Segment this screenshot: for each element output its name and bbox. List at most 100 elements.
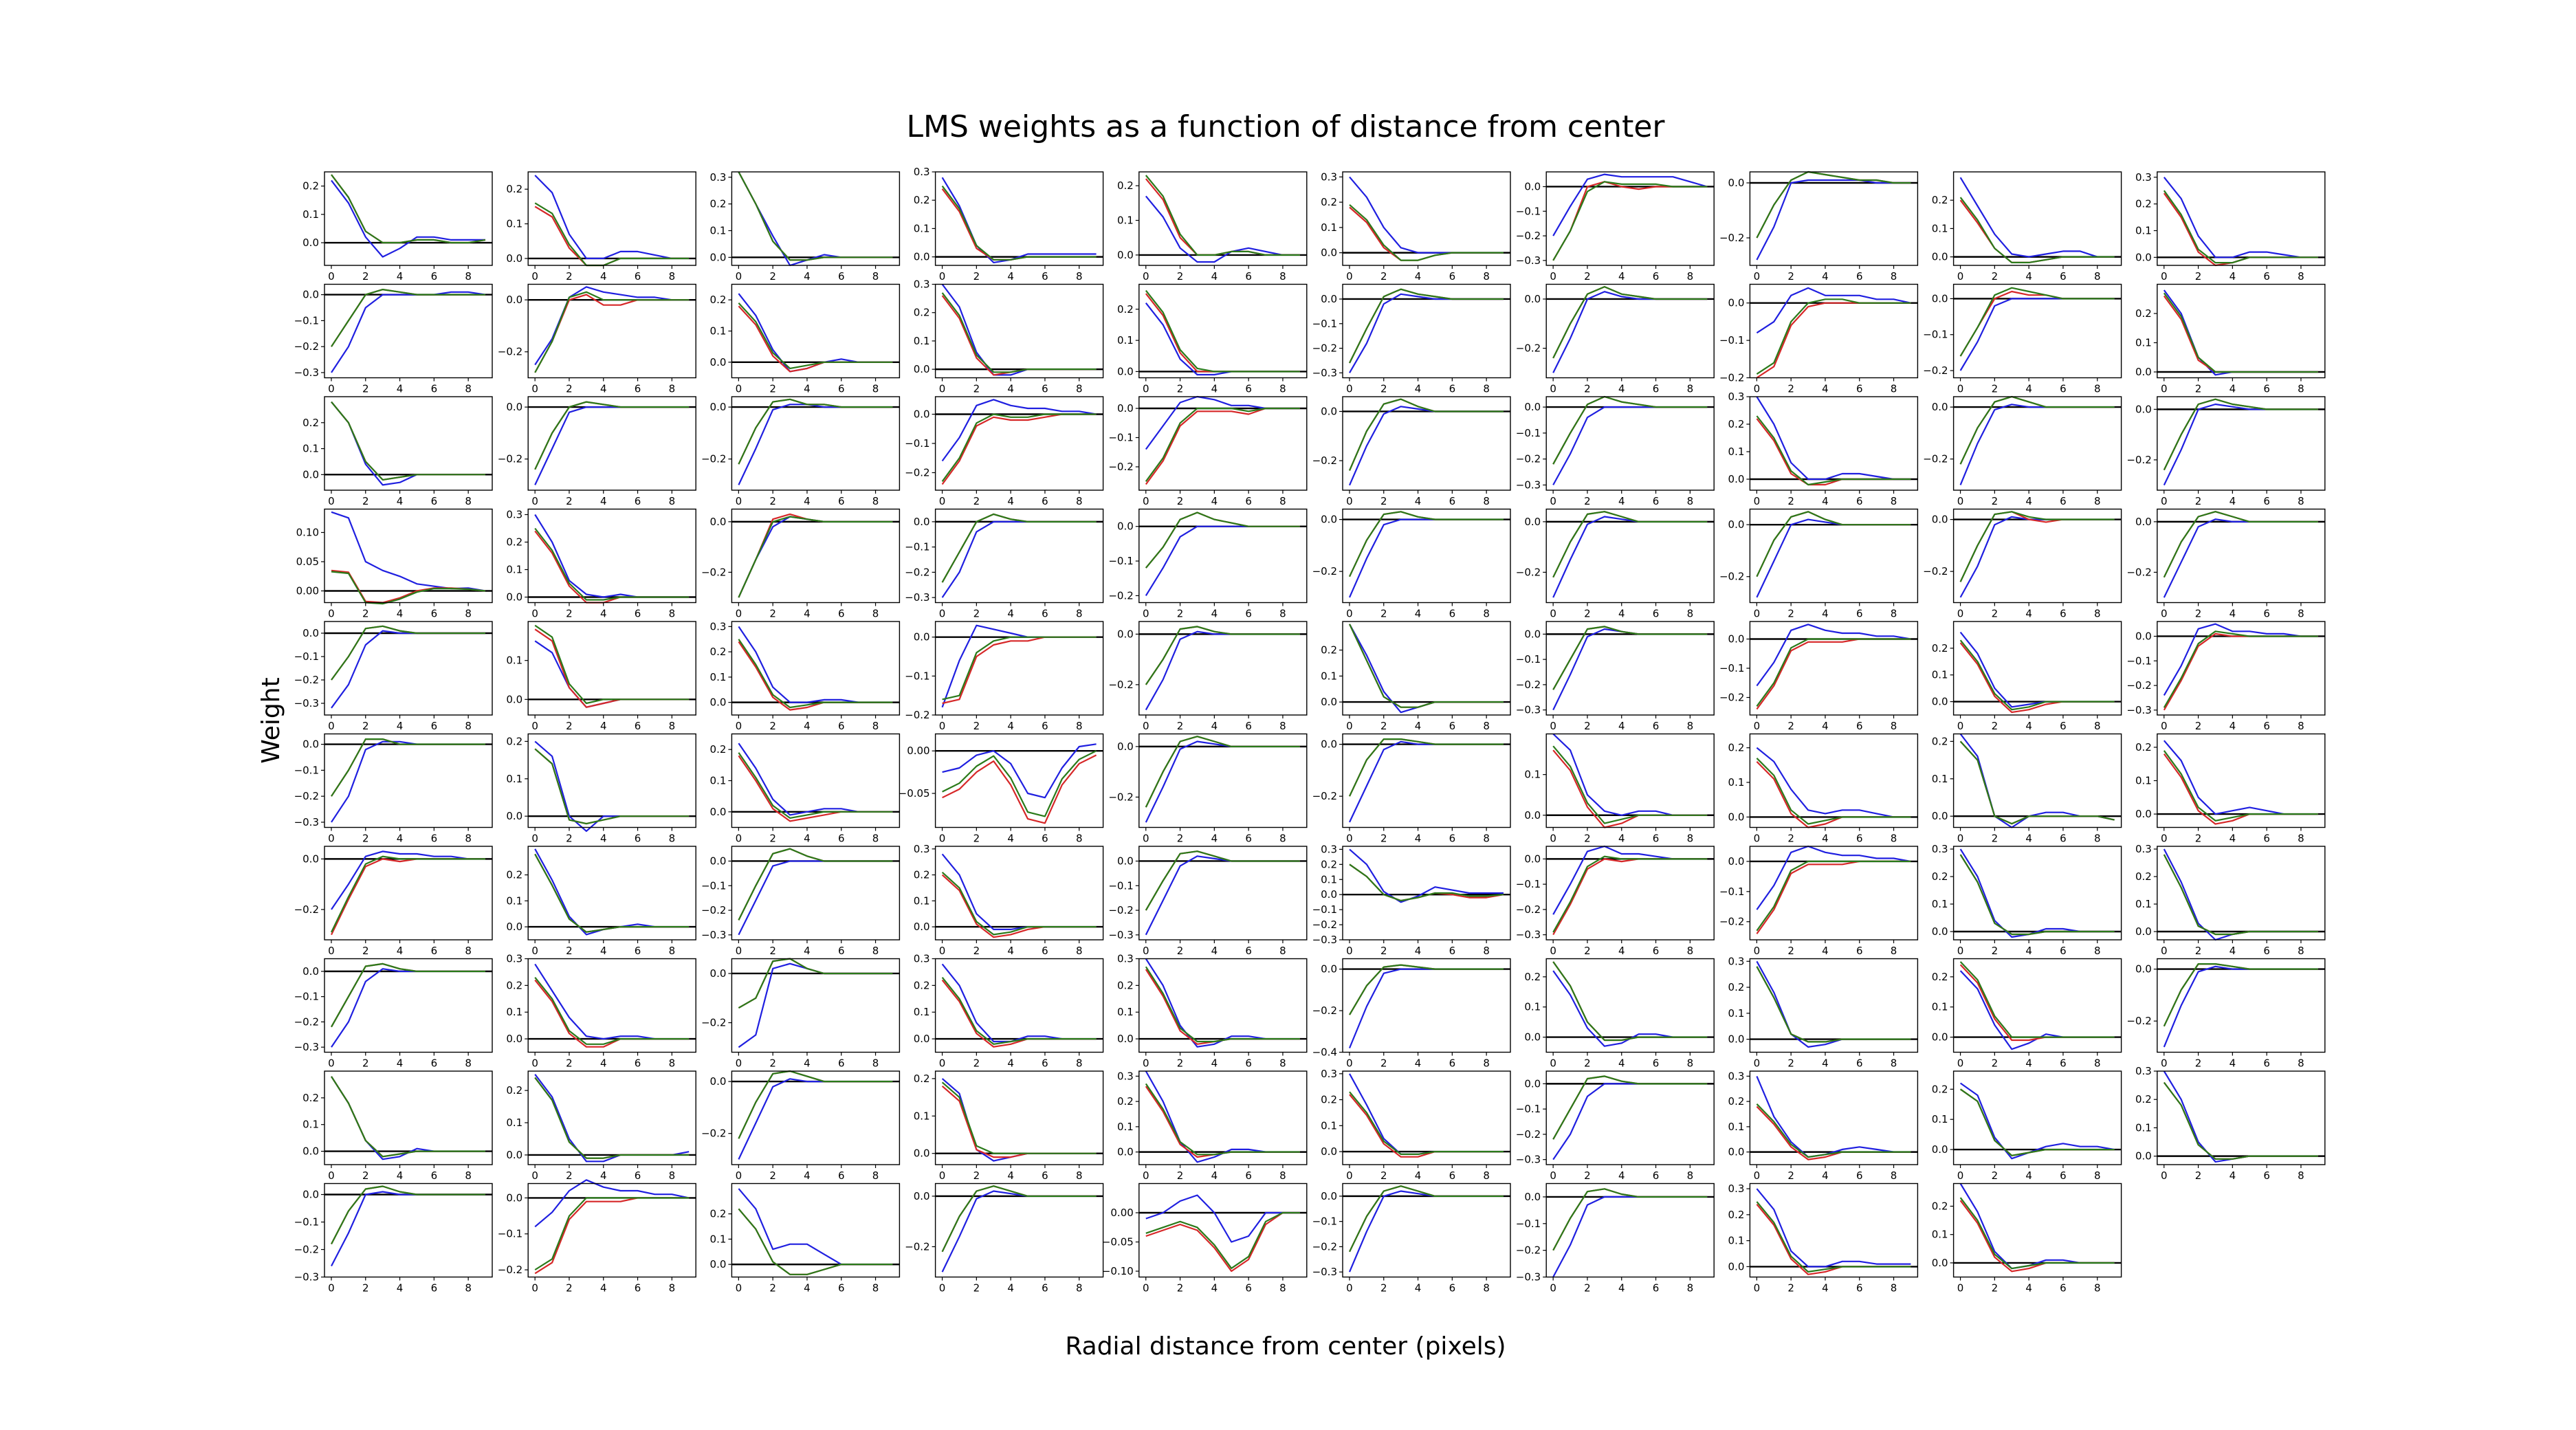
- s-cone-line: [738, 516, 893, 598]
- y-tick-label: 0.1: [914, 1110, 930, 1122]
- y-tick-label: −0.2: [1312, 565, 1337, 578]
- x-tick-label: 0: [531, 720, 538, 732]
- x-tick-label: 8: [1483, 720, 1490, 732]
- panel-frame: [324, 171, 493, 266]
- panel-frame: [1138, 733, 1308, 828]
- y-tick-label: −0.2: [1516, 342, 1541, 355]
- l-cone-line: [1349, 288, 1504, 364]
- y-tick-label: 0.0: [2135, 963, 2152, 976]
- panel-95: 0 2 4 6 8 −0.10 −0.05 0.00: [1102, 1182, 1308, 1295]
- x-tick-label: 6: [1449, 270, 1456, 283]
- x-tick-label: 2: [1584, 495, 1591, 507]
- y-tick-label: 0.0: [506, 401, 522, 413]
- x-tick-label: 8: [872, 1169, 879, 1182]
- panel-frame: [1342, 621, 1511, 716]
- m-cone-line: [1145, 289, 1300, 373]
- x-tick-label: 4: [397, 270, 404, 283]
- x-tick-label: 2: [769, 1057, 776, 1070]
- x-tick-label: 2: [566, 720, 573, 732]
- panel-30: 0 2 4 6 8 −0.2 0.0: [2126, 396, 2326, 507]
- x-tick-label: 6: [2060, 383, 2067, 395]
- panel-frame: [1952, 396, 2122, 491]
- l-cone-line: [738, 958, 893, 1009]
- s-cone-line: [1756, 179, 1911, 261]
- x-tick-label: 0: [531, 833, 538, 845]
- s-cone-line: [941, 1190, 1097, 1273]
- y-tick-label: −0.1: [905, 670, 929, 682]
- y-tick-label: 0.0: [914, 251, 930, 263]
- panel-66: 0 2 4 6 8 −0.3 −0.2 −0.1 0.0 0.1 0.2 0.3: [1312, 843, 1511, 957]
- y-tick-label: −0.1: [1312, 1216, 1337, 1228]
- x-tick-label: 8: [1891, 833, 1897, 845]
- x-tick-label: 8: [465, 270, 472, 283]
- y-tick-label: 0.2: [1932, 194, 1948, 206]
- y-tick-label: −0.3: [1108, 929, 1133, 941]
- x-tick-label: 6: [635, 270, 641, 283]
- x-tick-label: 2: [566, 383, 573, 395]
- x-tick-label: 0: [2161, 608, 2168, 620]
- panel-frame: [2157, 508, 2326, 604]
- s-cone-line: [738, 626, 893, 703]
- x-tick-label: 6: [1245, 833, 1252, 845]
- l-cone-line: [941, 513, 1097, 583]
- x-tick-label: 0: [736, 720, 742, 732]
- x-tick-label: 6: [1042, 1282, 1048, 1295]
- m-cone-line: [1959, 287, 2115, 357]
- x-tick-label: 4: [1415, 270, 1422, 283]
- panel-frame: [1952, 508, 2122, 604]
- x-tick-label: 8: [1279, 833, 1286, 845]
- y-tick-label: 0.0: [1932, 1143, 1948, 1156]
- x-tick-label: 0: [531, 270, 538, 283]
- x-tick-label: 8: [465, 1057, 472, 1070]
- x-tick-label: 0: [736, 1282, 742, 1295]
- x-tick-label: 4: [1007, 495, 1014, 507]
- x-tick-label: 4: [1211, 833, 1218, 845]
- y-tick-label: −0.1: [294, 1216, 319, 1229]
- m-cone-line: [1552, 286, 1708, 359]
- x-tick-label: 6: [431, 495, 438, 507]
- x-tick-label: 4: [804, 1169, 811, 1182]
- y-tick-label: 0.0: [1728, 811, 1745, 823]
- y-tick-label: 0.2: [1728, 418, 1745, 430]
- x-tick-label: 8: [2298, 495, 2304, 507]
- x-tick-label: 2: [1380, 945, 1387, 957]
- x-tick-label: 0: [1346, 270, 1353, 283]
- x-tick-label: 4: [1007, 1057, 1014, 1070]
- x-tick-label: 6: [2263, 1057, 2270, 1070]
- x-tick-label: 2: [1584, 1057, 1591, 1070]
- m-cone-line: [1959, 961, 2115, 1038]
- x-tick-label: 8: [1483, 1282, 1490, 1295]
- x-tick-label: 4: [804, 383, 811, 395]
- panel-frame: [1545, 1182, 1715, 1278]
- y-tick-label: 0.00: [296, 585, 319, 597]
- panel-frame: [324, 1182, 493, 1278]
- y-tick-label: 0.2: [506, 869, 522, 881]
- m-cone-line: [941, 977, 1097, 1045]
- x-tick-label: 6: [1653, 945, 1660, 957]
- x-tick-label: 4: [804, 945, 811, 957]
- x-tick-label: 6: [1653, 1057, 1660, 1070]
- y-tick-label: 0.0: [914, 1033, 930, 1045]
- x-tick-label: 8: [1483, 495, 1490, 507]
- x-tick-label: 6: [2060, 608, 2067, 620]
- x-tick-label: 2: [1787, 1282, 1794, 1295]
- x-tick-label: 0: [1754, 608, 1761, 620]
- panel-70: 0 2 4 6 8 0.0 0.1 0.2 0.3: [2135, 843, 2326, 957]
- x-tick-label: 6: [1653, 720, 1660, 732]
- x-tick-label: 4: [2025, 1169, 2032, 1182]
- x-tick-label: 8: [1279, 1057, 1286, 1070]
- m-cone-line: [331, 625, 485, 681]
- m-cone-line: [1756, 1103, 1911, 1158]
- m-cone-line: [2163, 190, 2318, 264]
- m-cone-line: [1349, 511, 1504, 578]
- x-tick-label: 0: [1550, 720, 1556, 732]
- y-tick-label: −0.2: [1312, 1004, 1337, 1017]
- s-cone-line: [534, 1179, 690, 1228]
- y-tick-label: 0.1: [1728, 1007, 1745, 1020]
- panel-11: 0 2 4 6 8 −0.3 −0.2 −0.1 0.0: [294, 283, 493, 395]
- s-cone-line: [1756, 1075, 1911, 1158]
- x-tick-label: 4: [1618, 720, 1625, 732]
- y-tick-label: −0.2: [1108, 904, 1133, 916]
- y-tick-label: 0.1: [710, 671, 727, 683]
- x-tick-label: 4: [1007, 1169, 1014, 1182]
